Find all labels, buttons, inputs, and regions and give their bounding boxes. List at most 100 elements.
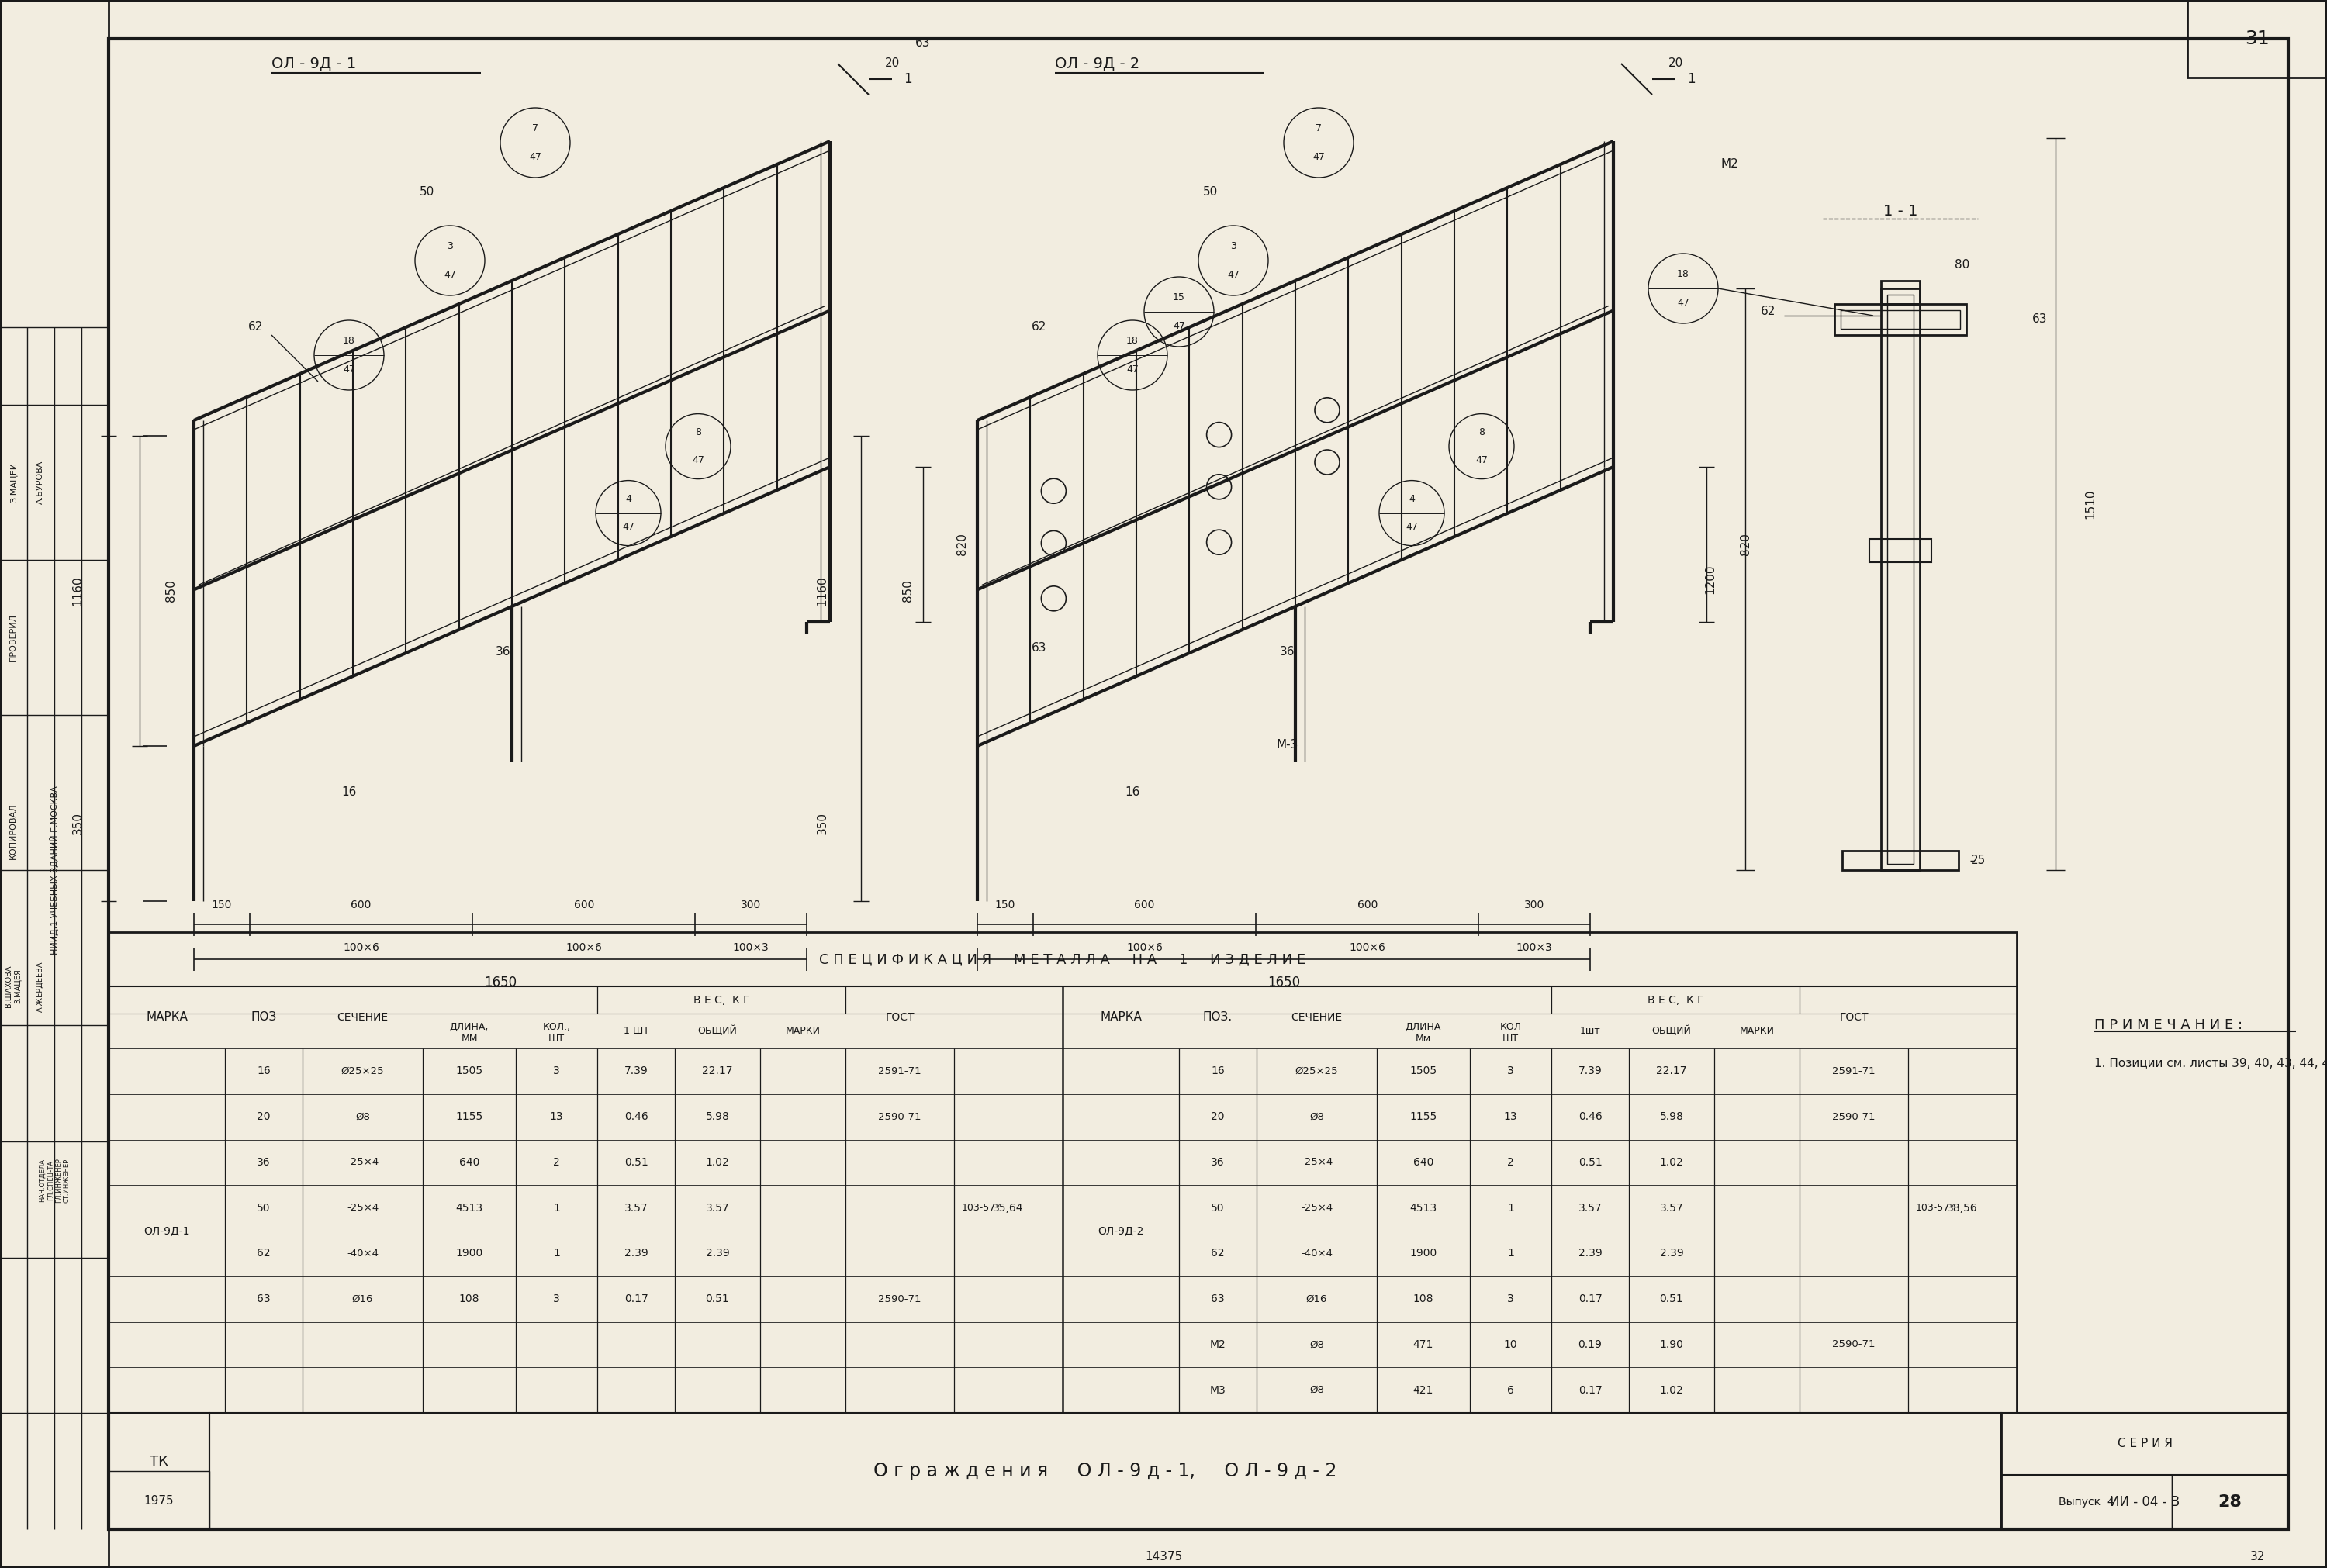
Text: 350: 350 [72, 812, 84, 834]
Text: СЕЧЕНИЕ: СЕЧЕНИЕ [337, 1011, 389, 1022]
Text: 62: 62 [256, 1248, 270, 1259]
Text: 2: 2 [1508, 1157, 1515, 1168]
Text: 103-57*: 103-57* [1915, 1203, 1955, 1214]
Text: ПОЗ: ПОЗ [251, 1011, 277, 1024]
Text: 7: 7 [533, 122, 538, 133]
Text: Ø16: Ø16 [1305, 1294, 1326, 1305]
Text: 18: 18 [342, 336, 356, 345]
Text: 2590-71: 2590-71 [877, 1112, 921, 1121]
Text: 5.98: 5.98 [705, 1112, 728, 1123]
Text: -25×4: -25×4 [1301, 1157, 1333, 1167]
Bar [2001, 1475, 2171, 1529]
Text: 1505: 1505 [456, 1066, 484, 1077]
Text: ОБЩИЙ: ОБЩИЙ [698, 1025, 738, 1036]
Text: 1.02: 1.02 [705, 1157, 728, 1168]
Text: 0.51: 0.51 [624, 1157, 647, 1168]
Text: 2.39: 2.39 [1578, 1248, 1601, 1259]
Text: 100×6: 100×6 [1126, 942, 1164, 953]
Text: 2590-71: 2590-71 [1831, 1112, 1876, 1121]
Text: 0.17: 0.17 [1578, 1385, 1601, 1396]
Text: 47: 47 [444, 270, 456, 281]
Text: 4: 4 [1408, 494, 1415, 505]
Text: -25×4: -25×4 [347, 1157, 379, 1167]
Text: Ø8: Ø8 [356, 1112, 370, 1121]
Text: 2590-71: 2590-71 [877, 1294, 921, 1305]
Text: 2.39: 2.39 [624, 1248, 647, 1259]
Text: 2591-71: 2591-71 [1831, 1066, 1876, 1076]
Text: 50: 50 [419, 187, 435, 198]
Text: 850: 850 [903, 580, 912, 602]
Text: НАЧ.ОТДЕЛА
ГЛ.СПЕЦ-ТА
ГЛ.ИНЖЕНЕР
СТ.ИНЖЕНЕР: НАЧ.ОТДЕЛА ГЛ.СПЕЦ-ТА ГЛ.ИНЖЕНЕР СТ.ИНЖЕ… [40, 1157, 70, 1203]
Text: 1650: 1650 [1268, 975, 1301, 989]
Text: М3: М3 [1210, 1385, 1226, 1396]
Text: 47: 47 [528, 152, 542, 163]
Text: 8: 8 [696, 428, 700, 437]
Text: 2.39: 2.39 [1659, 1248, 1682, 1259]
Text: 63: 63 [256, 1294, 270, 1305]
Text: ОЛ-9Д-1: ОЛ-9Д-1 [144, 1225, 191, 1236]
Text: 2: 2 [554, 1157, 561, 1168]
Text: 640: 640 [458, 1157, 479, 1168]
Text: 31: 31 [2246, 30, 2269, 49]
Text: 6: 6 [1508, 1385, 1515, 1396]
Bar [109, 1471, 209, 1529]
Text: 10: 10 [1503, 1339, 1517, 1350]
Text: 3.57: 3.57 [1578, 1203, 1601, 1214]
Text: 103-57*: 103-57* [961, 1203, 1001, 1214]
Text: 350: 350 [817, 812, 828, 834]
Text: 600: 600 [351, 900, 372, 911]
Text: 47: 47 [1475, 455, 1487, 466]
Text: 13: 13 [1503, 1112, 1517, 1123]
Bar [2187, 0, 2327, 77]
Text: 16: 16 [1124, 787, 1140, 798]
Text: 63: 63 [1210, 1294, 1224, 1305]
Bar [1841, 310, 1959, 329]
Text: 20: 20 [884, 58, 901, 69]
Text: П Р И М Е Ч А Н И Е :: П Р И М Е Ч А Н И Е : [2094, 1018, 2243, 1032]
Text: 35,64: 35,64 [994, 1203, 1024, 1214]
Text: 4513: 4513 [456, 1203, 484, 1214]
Text: 3.57: 3.57 [1659, 1203, 1682, 1214]
Text: 63: 63 [2031, 314, 2048, 325]
Text: 47: 47 [342, 365, 356, 375]
Text: 0.51: 0.51 [1659, 1294, 1682, 1305]
Text: 7.39: 7.39 [624, 1066, 647, 1077]
Text: 1160: 1160 [72, 575, 84, 605]
Text: 100×6: 100×6 [342, 942, 379, 953]
Text: МАРКА: МАРКА [147, 1011, 188, 1024]
Text: ТК: ТК [149, 1455, 168, 1469]
Text: В Е С,  К Г: В Е С, К Г [1648, 994, 1703, 1005]
Text: 63: 63 [915, 38, 931, 49]
Text: 1: 1 [554, 1248, 561, 1259]
Text: 62: 62 [1210, 1248, 1224, 1259]
Text: -40×4: -40×4 [347, 1248, 379, 1259]
Text: ГОСТ: ГОСТ [1838, 1011, 1869, 1022]
Text: 20: 20 [1668, 58, 1682, 69]
Text: 1.02: 1.02 [1659, 1385, 1682, 1396]
Text: 600: 600 [1133, 900, 1154, 911]
Text: 471: 471 [1412, 1339, 1433, 1350]
Text: 2591-71: 2591-71 [877, 1066, 921, 1076]
Text: 62: 62 [1762, 306, 1776, 318]
Bar [1869, 538, 1931, 561]
Text: 16: 16 [1210, 1066, 1224, 1077]
Text: 0.46: 0.46 [1578, 1112, 1601, 1123]
Text: ПОЗ.: ПОЗ. [1203, 1011, 1233, 1024]
Text: 1200: 1200 [1703, 564, 1715, 594]
Text: 13: 13 [549, 1112, 563, 1123]
Bar [1834, 304, 1966, 336]
Text: ПРОВЕРИЛ: ПРОВЕРИЛ [9, 613, 16, 662]
Text: В.ШАХОВА
3.МАЦЕЯ: В.ШАХОВА 3.МАЦЕЯ [5, 966, 21, 1008]
Text: 1: 1 [1687, 72, 1694, 86]
Text: 1: 1 [1508, 1203, 1515, 1214]
Text: Ø16: Ø16 [351, 1294, 372, 1305]
Text: 47: 47 [1226, 270, 1240, 281]
Text: 7.39: 7.39 [1578, 1066, 1601, 1077]
Text: 50: 50 [256, 1203, 270, 1214]
Text: 3: 3 [554, 1066, 561, 1077]
Bar [2001, 1413, 2287, 1529]
Text: 47: 47 [1312, 152, 1324, 163]
Text: Ø25×25: Ø25×25 [342, 1066, 384, 1076]
Text: ОЛ - 9Д - 2: ОЛ - 9Д - 2 [1054, 56, 1140, 71]
Text: СЕЧЕНИЕ: СЕЧЕНИЕ [1291, 1011, 1343, 1022]
